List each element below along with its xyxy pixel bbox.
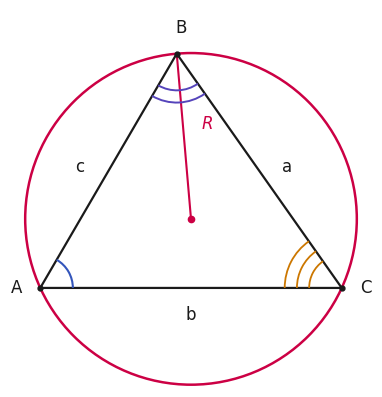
Text: R: R bbox=[201, 115, 213, 133]
Text: c: c bbox=[75, 158, 84, 176]
Text: a: a bbox=[282, 158, 292, 176]
Text: C: C bbox=[360, 279, 372, 297]
Text: A: A bbox=[11, 279, 22, 297]
Text: b: b bbox=[186, 306, 196, 324]
Text: B: B bbox=[175, 19, 186, 37]
